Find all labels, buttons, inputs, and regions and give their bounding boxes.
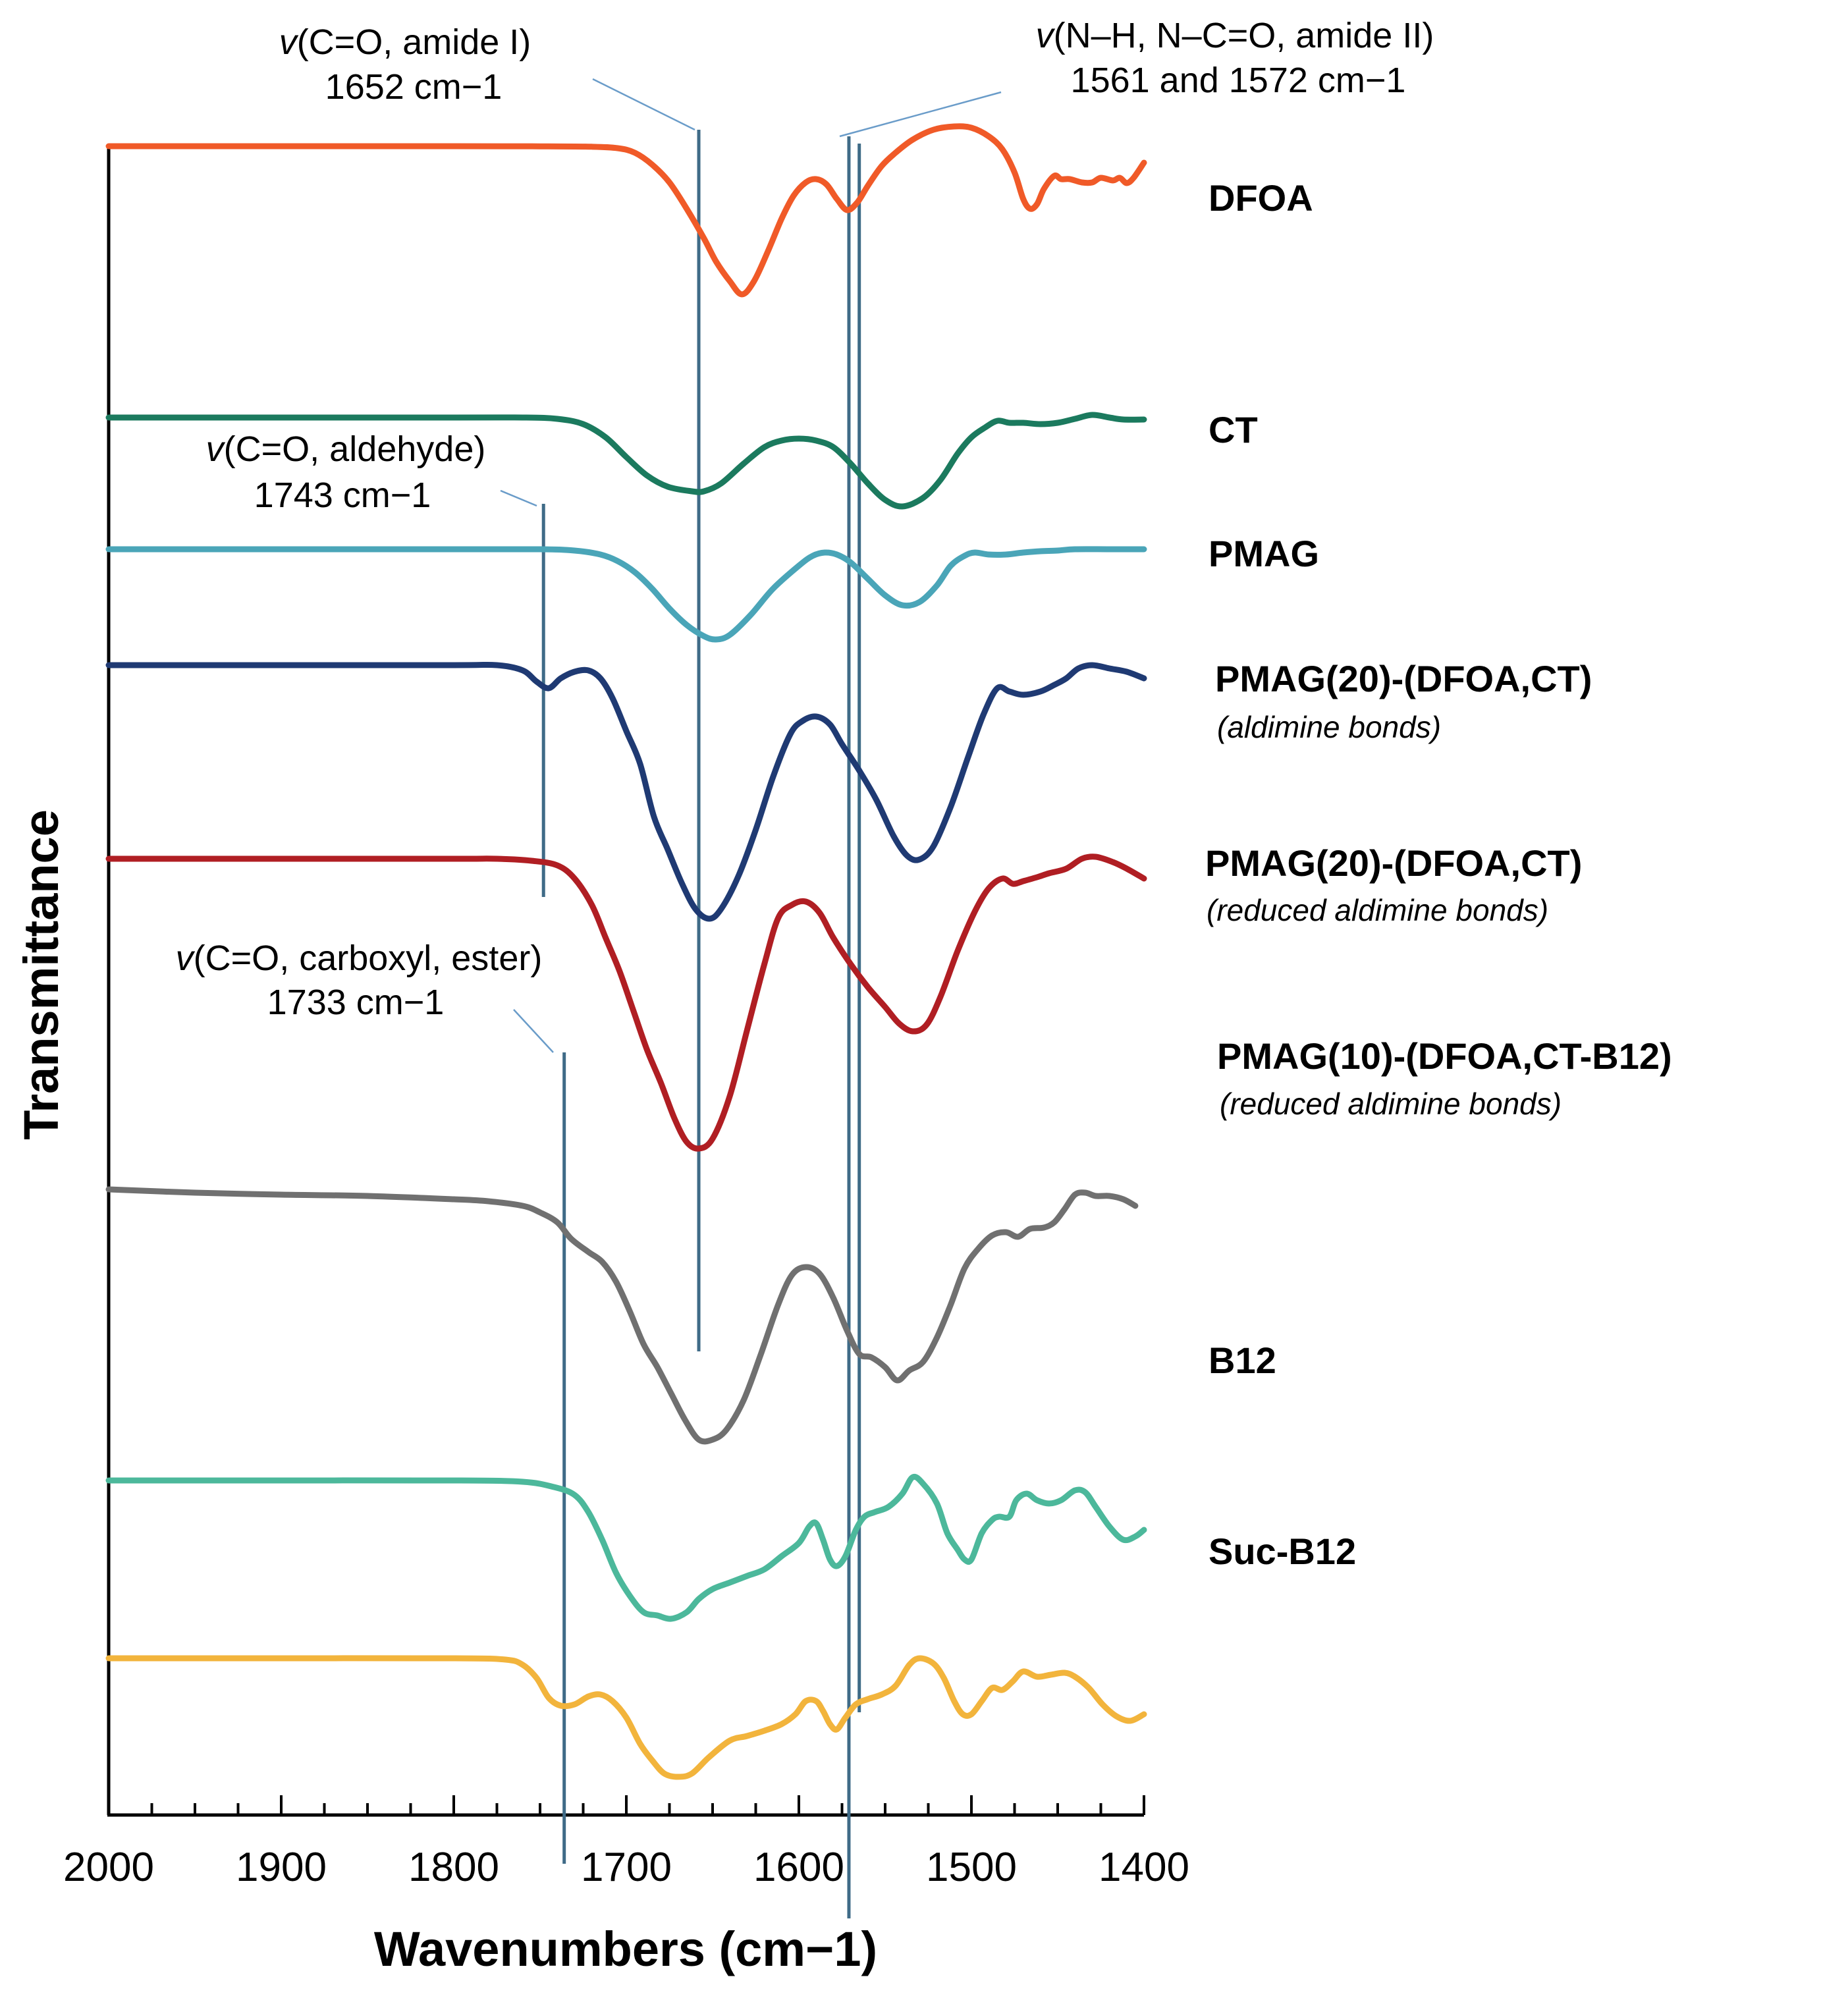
annotation-amide-i: v(C=O, amide I) 1652 cm−1 [279,22,531,107]
carboxyl-nu: v [176,938,196,978]
annotation-carboxyl: v(C=O, carboxyl, ester) 1733 cm−1 [176,938,543,1022]
aldehyde-nu: v [206,429,226,469]
reference-lines [541,130,861,1918]
x-axis-title: Wavenumbers (cm−1) [374,1922,877,1976]
series-line-3-pmag-20-dfoa-ct [105,661,1147,922]
x-tick-label-1800: 1800 [408,1845,499,1890]
x-tick-label-1400: 1400 [1099,1845,1189,1890]
series-line-6-b12 [105,1473,1147,1622]
x-tick-label-1700: 1700 [581,1845,672,1890]
label-dfoa: DFOA [1209,177,1313,219]
svg-text:v(C=O, amide I): v(C=O, amide I) [279,22,531,62]
label-b12: B12 [1209,1340,1276,1381]
label-pmag: PMAG [1209,533,1319,574]
carboxyl-text: (C=O, carboxyl, ester) [194,938,543,978]
sublabel-pmag20-aldimine: (aldimine bonds) [1217,710,1441,744]
svg-text:v(N–H, N–C=O, amide II): v(N–H, N–C=O, amide II) [1036,16,1434,55]
amide-i-text: (C=O, amide I) [297,22,531,62]
aldehyde-text: (C=O, aldehyde) [224,429,486,469]
x-tick-labels: 2000 1900 1800 1700 1600 1500 1400 [63,1845,1189,1890]
x-ticks [107,1795,1145,1815]
amide-i-nu: v [279,22,299,62]
carboxyl-value: 1733 cm−1 [267,983,445,1022]
series-line-2-pmag [105,546,1147,643]
series-line-5-pmag-10-dfoa-ct-b12 [105,1186,1139,1445]
svg-text:v(C=O, aldehyde): v(C=O, aldehyde) [206,429,486,469]
svg-text:v(C=O, carboxyl, ester): v(C=O, carboxyl, ester) [176,938,543,978]
x-tick-label-2000: 2000 [63,1845,154,1890]
amide-ii-text: (N–H, N–C=O, amide II) [1054,16,1434,55]
y-axis-title: Transmittance [14,809,68,1140]
spectra [105,123,1147,1780]
amide-ii-leader [839,91,1002,138]
x-tick-label-1600: 1600 [753,1845,844,1890]
x-tick-label-1500: 1500 [926,1845,1017,1890]
annotation-aldehyde: v(C=O, aldehyde) 1743 cm−1 [206,429,486,515]
aldehyde-leader [500,489,537,507]
sublabel-pmag10-b12: (reduced aldimine bonds) [1220,1087,1562,1121]
amide-ii-nu: v [1036,16,1056,55]
label-pmag10-b12: PMAG(10)-(DFOA,CT-B12) [1217,1035,1672,1077]
x-tick-label-1900: 1900 [236,1845,327,1890]
series-line-7-suc-b12 [105,1655,1147,1780]
series-line-4-pmag-20-dfoa-ct [105,854,1147,1152]
label-ct: CT [1209,409,1258,450]
sublabel-pmag20-reduced: (reduced aldimine bonds) [1207,893,1548,927]
series-line-0-dfoa [105,123,1147,298]
series-labels: DFOA CT PMAG PMAG(20)-(DFOA,CT) (aldimin… [1205,177,1672,1572]
amide-ii-value: 1561 and 1572 cm−1 [1071,61,1406,100]
aldehyde-value: 1743 cm−1 [254,475,431,515]
label-suc-b12: Suc-B12 [1209,1531,1356,1572]
label-pmag20-reduced: PMAG(20)-(DFOA,CT) [1205,842,1582,884]
carboxyl-leader [513,1009,554,1053]
amide-i-leader [592,78,695,131]
amide-i-value: 1652 cm−1 [325,67,503,107]
annotation-leaders [500,78,1002,1053]
label-pmag20-aldimine: PMAG(20)-(DFOA,CT) [1215,658,1592,699]
series-line-1-ct [105,412,1147,510]
annotation-amide-ii: v(N–H, N–C=O, amide II) 1561 and 1572 cm… [1036,16,1434,100]
